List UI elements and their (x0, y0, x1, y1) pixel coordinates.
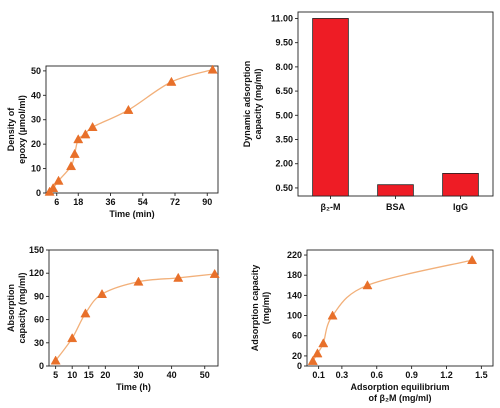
y-tick-label: 9.50 (275, 38, 293, 48)
x-tick-label: 1.5 (475, 370, 488, 380)
y-tick-label: 0 (297, 361, 302, 371)
x-axis-label: of β₂M (mg/ml) (369, 393, 432, 403)
bar (377, 184, 414, 197)
x-tick-label: 5 (53, 370, 58, 380)
data-point-marker (80, 308, 91, 318)
data-point-marker (312, 348, 323, 358)
data-point-marker (362, 280, 373, 290)
x-tick-label: 54 (138, 197, 148, 207)
series-line (49, 69, 213, 193)
y-axis-label: Density of (6, 107, 16, 152)
y-tick-label: 50 (31, 66, 41, 76)
data-point-marker (87, 121, 98, 131)
y-axis-label: Dynamic adsorption (242, 61, 252, 148)
x-tick-label: 20 (100, 370, 110, 380)
data-point-marker (307, 355, 318, 365)
x-tick-label: 0.9 (405, 370, 418, 380)
chart-absorption-capacity-time: 5 10 15 20 30 40 50 0 30 60 90 120 150 Time (h) Absorp… (6, 245, 220, 392)
y-tick-label: 8.00 (275, 62, 293, 72)
x-tick-label: 10 (67, 370, 77, 380)
data-point-marker (173, 272, 184, 282)
data-point-marker (80, 129, 91, 139)
x-tick-label: 0.3 (336, 370, 349, 380)
bar (442, 173, 479, 197)
x-tick-label: 0.1 (312, 370, 325, 380)
data-point-marker (467, 254, 478, 265)
data-point-marker (73, 134, 84, 144)
series-line (312, 259, 473, 362)
chart-adsorption-isotherm: 0.1 0.3 0.6 0.9 1.2 1.5 020 60 100 140 180 220 Adsor… (250, 249, 494, 403)
y-tick-label: 11.00 (271, 13, 293, 23)
bar (312, 18, 349, 197)
plot-frame (48, 249, 219, 367)
y-axis-label: Absorption (6, 284, 16, 332)
y-tick-label: 5.00 (275, 110, 293, 120)
x-tick-label: 0.6 (370, 370, 383, 380)
plot-frame (45, 65, 219, 194)
y-axis-label: capacity (mg/ml) (253, 68, 263, 139)
y-tick-label: 150 (29, 245, 44, 255)
x-axis-label: Adsorption equilibrium (351, 382, 450, 392)
x-tick-label: BSA (386, 202, 406, 212)
data-point-marker (123, 104, 134, 114)
y-tick-label: 140 (287, 290, 302, 300)
data-point-marker (96, 288, 108, 299)
y-tick-label: 60 (292, 331, 302, 341)
data-point-marker (207, 64, 218, 74)
data-point-marker (166, 76, 177, 86)
y-tick-label: 3.50 (275, 135, 293, 145)
data-point-marker (133, 276, 144, 286)
x-tick-label: IgG (453, 202, 468, 212)
y-tick-label: 60 (34, 315, 44, 325)
y-axis-label: capacity (mg/ml) (17, 272, 27, 343)
x-tick-label: 30 (133, 370, 143, 380)
y-tick-label: 10 (31, 164, 41, 174)
data-point-marker (67, 333, 78, 343)
x-tick-label: 15 (84, 370, 94, 380)
y-tick-label: 20 (31, 139, 41, 149)
y-axis-label: epoxy (µmol/ml) (17, 95, 27, 164)
y-tick-label: 2.00 (275, 159, 293, 169)
y-axis-label: Adsorption capacity (250, 265, 260, 352)
x-tick-label: 90 (202, 197, 212, 207)
x-tick-label: 36 (105, 197, 115, 207)
x-tick-label: 50 (200, 370, 210, 380)
chart-dynamic-adsorption: 0.50 2.00 3.50 5.00 6.50 8.00 9.50 11.00 β₂-M BSA… (242, 11, 494, 212)
plot-frame (306, 249, 494, 367)
y-tick-label: 0.50 (275, 183, 293, 193)
data-point-marker (318, 338, 329, 348)
x-tick-label: 72 (170, 197, 180, 207)
y-tick-label: 0 (36, 188, 41, 198)
y-tick-label: 100 (287, 311, 302, 321)
y-axis-label: (mg/ml) (261, 292, 271, 325)
x-tick-label: 1.2 (440, 370, 453, 380)
y-tick-label: 180 (287, 270, 302, 280)
data-point-marker (69, 148, 80, 158)
y-tick-label: 6.50 (275, 86, 293, 96)
x-tick-label: 40 (167, 370, 177, 380)
series-line (55, 273, 215, 361)
y-tick-label: 220 (287, 250, 302, 260)
y-tick-label: 20 (292, 351, 302, 361)
y-tick-label: 30 (34, 338, 44, 348)
y-tick-label: 40 (31, 90, 41, 100)
data-point-marker (66, 161, 77, 171)
data-point-marker (48, 183, 59, 193)
data-point-marker (53, 175, 64, 185)
y-tick-label: 0 (39, 361, 44, 371)
x-tick-label: β₂-M (321, 202, 341, 212)
x-tick-label: 18 (73, 197, 83, 207)
data-point-marker (209, 268, 220, 278)
data-point-marker (327, 310, 338, 320)
y-tick-label: 30 (31, 115, 41, 125)
chart-epoxy-density: 6 18 36 54 72 90 0 10 20 30 40 50 Time (min) Density … (6, 64, 219, 219)
data-point-marker (50, 355, 61, 365)
x-tick-label: 6 (54, 197, 59, 207)
y-tick-label: 90 (34, 291, 44, 301)
y-tick-label: 120 (29, 268, 44, 278)
x-axis-label: Time (h) (116, 382, 151, 392)
x-axis-label: Time (min) (109, 209, 154, 219)
